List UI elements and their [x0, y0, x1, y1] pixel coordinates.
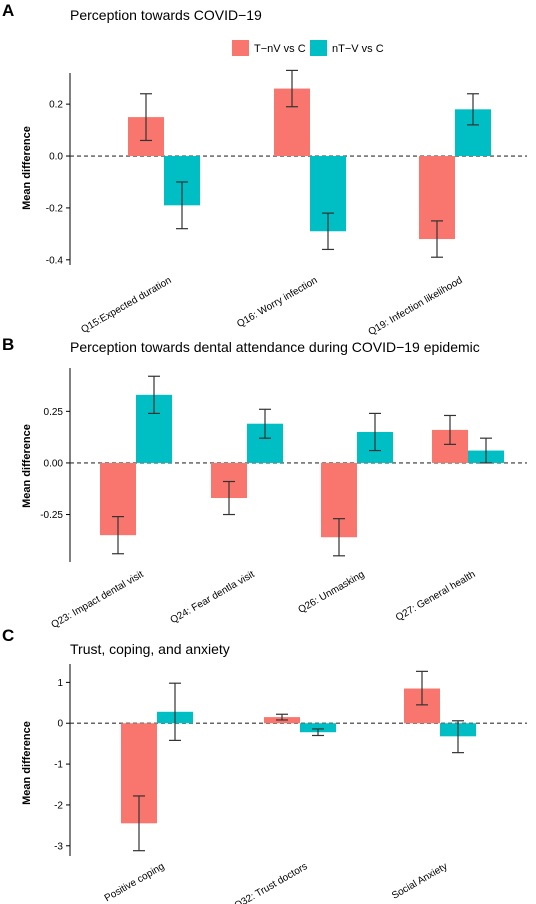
y-tick-label-b: 0.00 [44, 458, 64, 469]
plot-a: -0.4 -0.2 0.0 0.2 Q15:Expected duration Q16: … [46, 69, 527, 338]
category-label-a: Q16: Worry infection [235, 275, 319, 330]
plot-b: -0.25 0.00 0.25 Q23: Impact dental visit Q24… [40, 368, 527, 631]
y-tick-label-a: -0.2 [46, 203, 64, 214]
ylabel-c: Mean difference [21, 721, 33, 805]
category-label-b: Q23: Impact dental visit [50, 569, 146, 631]
category-label-c: Social Anxiety [390, 861, 449, 902]
category-label-c: Positive coping [103, 861, 167, 904]
category-label-b: Q24: Fear dentla visit [169, 569, 257, 626]
ylabel-b: Mean difference [21, 424, 33, 508]
panel-letter-b: B [2, 335, 14, 354]
legend-label-tnv: T−nV vs C [254, 43, 306, 55]
panel-letter-a: A [2, 1, 14, 20]
category-label-b: Q26: Unmasking [296, 569, 366, 616]
y-tick-label-c: -2 [54, 800, 63, 811]
bar-c-ntv-1 [300, 723, 336, 733]
legend-label-ntv: nT−V vs C [332, 43, 384, 55]
ylabel-a: Mean difference [21, 126, 33, 210]
panel-title-c: Trust, coping, and anxiety [70, 641, 230, 657]
panel-letter-c: C [2, 626, 14, 645]
legend-swatch-ntv [310, 40, 327, 56]
y-tick-label-c: -1 [54, 760, 63, 771]
category-label-b: Q27: General health [394, 569, 477, 624]
legend: T−nV vs C nT−V vs C [232, 40, 384, 56]
category-label-c: Q32: Trust doctors [233, 861, 310, 904]
y-tick-label-b: 0.25 [44, 407, 64, 418]
y-tick-label-c: 0 [57, 719, 63, 730]
plot-c: -3 -2 -1 0 1 Positive coping Q32: Trust doctor… [54, 664, 527, 904]
y-tick-label-a: -0.4 [46, 255, 64, 266]
category-label-a: Q19: Infection likelihood [367, 275, 465, 338]
panel-title-b: Perception towards dental attendance dur… [70, 339, 480, 355]
y-tick-label-a: 0.2 [49, 100, 63, 111]
y-tick-label-a: 0.0 [49, 152, 63, 163]
legend-swatch-tnv [232, 40, 249, 56]
y-tick-label-c: -3 [54, 841, 63, 852]
panel-title-a: Perception towards COVID−19 [70, 7, 262, 23]
y-tick-label-b: -0.25 [40, 510, 63, 521]
category-label-a: Q15:Expected duration [79, 275, 173, 336]
y-tick-label-c: 1 [57, 678, 63, 689]
